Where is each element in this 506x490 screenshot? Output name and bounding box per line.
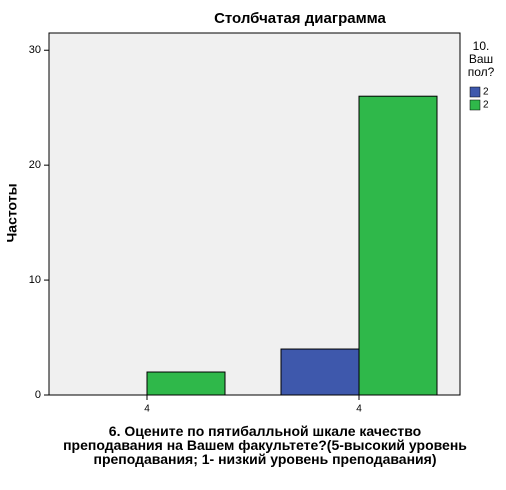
x-tick-label: 4: [356, 404, 362, 415]
chart-title: Столбчатая диаграмма: [214, 10, 386, 27]
bar: [280, 348, 360, 396]
y-tick-label: 10: [29, 274, 41, 286]
y-tick-label: 0: [35, 389, 41, 401]
legend-title: 10. Ваш пол?: [467, 39, 495, 79]
y-tick-label: 20: [29, 159, 41, 171]
bar: [146, 371, 226, 396]
y-axis-label: Частоты: [4, 183, 20, 242]
legend-label: 2: [483, 87, 489, 98]
legend-swatch: [469, 86, 481, 98]
legend-label: 2: [483, 100, 489, 111]
y-tick-label: 30: [29, 44, 41, 56]
bar: [358, 95, 438, 396]
x-tick-label: 4: [144, 404, 150, 415]
legend-swatch: [469, 99, 481, 111]
x-axis-label: 6. Оцените по пятибалльной шкале качеств…: [63, 423, 467, 467]
